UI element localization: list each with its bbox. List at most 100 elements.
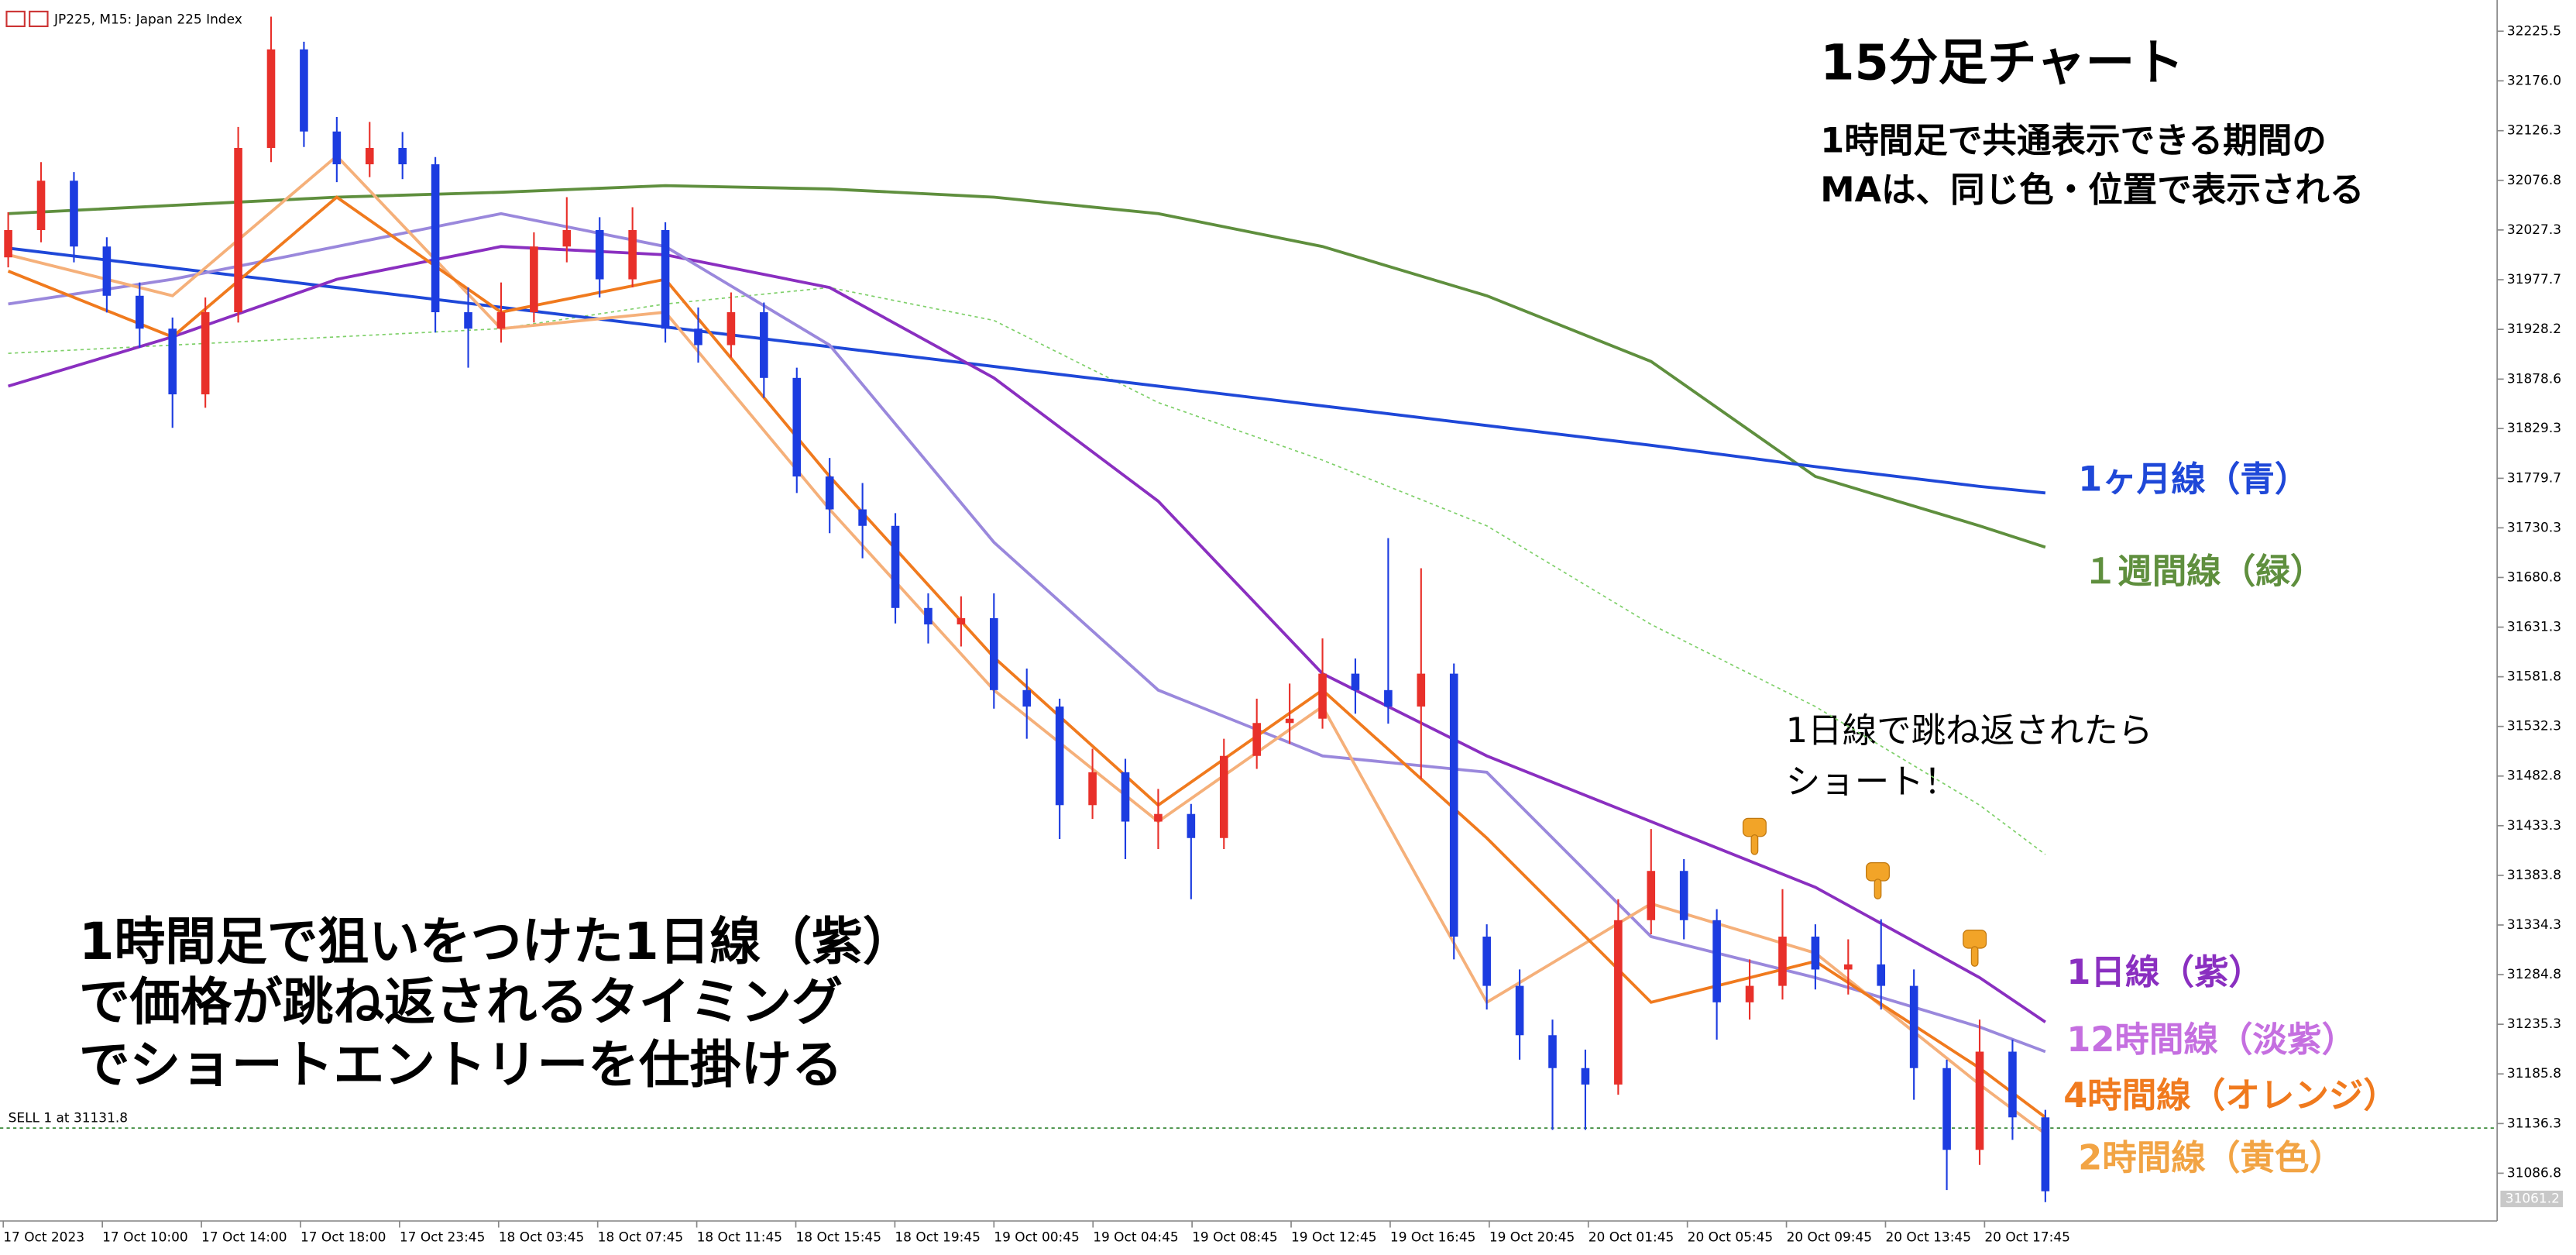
subtitle-line: 1時間足で共通表示できる期間の: [1820, 121, 2327, 161]
strategy-line: で価格が跳ね返されるタイミング: [79, 972, 843, 1032]
candle-body: [891, 525, 900, 608]
legend-label: １週間線（緑）: [2083, 551, 2325, 591]
candle-body: [1154, 813, 1163, 822]
candle-body: [990, 617, 998, 690]
y-tick-label: 31086.8: [2507, 1164, 2561, 1180]
candle-body: [628, 229, 637, 280]
y-tick-label: 31136.3: [2507, 1115, 2561, 1130]
candle-body: [234, 147, 242, 313]
x-tick-label: 18 Oct 11:45: [697, 1229, 783, 1244]
window-icon: [5, 10, 26, 28]
pointer-icon: [1866, 862, 1890, 899]
candle-body: [1187, 813, 1196, 838]
candle-body: [726, 312, 736, 346]
x-tick-label: 17 Oct 18:00: [301, 1229, 386, 1244]
x-tick-label: 19 Oct 04:45: [1093, 1229, 1179, 1244]
candle-body: [1351, 673, 1360, 690]
callout-line: ショート！: [1786, 762, 1959, 802]
y-tick-label: 31482.8: [2507, 768, 2561, 783]
symbol-label: JP225, M15: Japan 225 Index: [53, 11, 242, 26]
candle-body: [530, 246, 538, 313]
candle-body: [431, 164, 440, 313]
x-tick-label: 19 Oct 08:45: [1192, 1229, 1278, 1244]
subtitle-line: MAは、同じ色・位置で表示される: [1820, 170, 2364, 210]
candle-body: [1022, 689, 1032, 707]
y-tick-label: 32027.3: [2507, 222, 2561, 237]
candle-body: [266, 49, 276, 148]
ma-line: [8, 211, 2046, 1054]
candle-body: [1712, 920, 1721, 1002]
candle-body: [1121, 772, 1130, 822]
y-tick-label: 31779.7: [2507, 469, 2561, 485]
ma-line: [8, 287, 2046, 855]
y-tick-label: 31631.3: [2507, 619, 2561, 634]
candle-body: [1318, 673, 1327, 719]
callout-line: 1日線で跳ね返されたら: [1786, 710, 2153, 751]
pointer-icon: [1963, 929, 1987, 967]
ma-line: [8, 153, 2047, 1136]
x-tick-label: 19 Oct 12:45: [1291, 1229, 1377, 1244]
candle-body: [300, 49, 308, 132]
y-tick-label: 32126.3: [2507, 122, 2561, 138]
candle-body: [1252, 723, 1262, 756]
y-tick-label: 31680.8: [2507, 569, 2561, 584]
candle-body: [957, 617, 966, 625]
legend-label: 12時間線（淡紫）: [2066, 1019, 2356, 1060]
x-tick-label: 19 Oct 16:45: [1390, 1229, 1476, 1244]
candle-body: [36, 181, 46, 230]
x-tick-label: 17 Oct 10:00: [102, 1229, 188, 1244]
candle-body: [332, 131, 342, 165]
candle-body: [1844, 964, 1853, 970]
candle-body: [1285, 718, 1294, 724]
y-tick-label: 31284.8: [2507, 966, 2561, 982]
candle-body: [825, 476, 834, 510]
candle-body: [562, 229, 572, 247]
candle-body: [792, 377, 802, 477]
ma-line: [8, 184, 2046, 549]
candle-body: [4, 229, 12, 258]
candle-body: [1515, 985, 1524, 1036]
candle-body: [1942, 1068, 1951, 1150]
legend-label: 1日線（紫）: [2066, 952, 2263, 992]
candle-body: [2041, 1117, 2050, 1191]
y-tick-label: 31829.3: [2507, 420, 2561, 435]
x-tick-label: 20 Oct 05:45: [1688, 1229, 1774, 1244]
candle-body: [168, 328, 177, 395]
y-tick-label: 31383.8: [2507, 867, 2561, 882]
candle-body: [1088, 772, 1097, 806]
y-tick-label: 32176.0: [2507, 72, 2561, 88]
candle-body: [365, 147, 374, 165]
x-tick-label: 20 Oct 09:45: [1787, 1229, 1873, 1244]
candle-body: [102, 246, 112, 296]
y-tick-label: 31977.7: [2507, 271, 2561, 287]
pointer-icons: [1742, 817, 1987, 967]
x-tick-label: 20 Oct 13:45: [1885, 1229, 1971, 1244]
order-label: SELL 1 at 31131.8: [9, 1109, 128, 1125]
x-tick-label: 20 Oct 01:45: [1589, 1229, 1674, 1244]
y-tick-label: 32076.8: [2507, 172, 2561, 187]
candle-body: [398, 147, 407, 165]
y-tick-label: 31581.8: [2507, 669, 2561, 684]
ma-line: [8, 246, 2046, 495]
candle-body: [595, 229, 604, 280]
candle-body: [1647, 871, 1656, 920]
candle-body: [70, 181, 78, 247]
candle-body: [1975, 1051, 1984, 1150]
candle-body: [661, 229, 670, 329]
y-tick-label: 31878.6: [2507, 370, 2561, 386]
y-tick-label: 31185.8: [2507, 1065, 2561, 1081]
x-tick-label: 18 Oct 19:45: [895, 1229, 981, 1244]
chart-title: 15分足チャート: [1820, 34, 2184, 91]
y-tick-label: 31433.3: [2507, 817, 2561, 833]
candle-body: [1384, 689, 1393, 707]
y-tick-label: 31532.3: [2507, 718, 2561, 734]
candle-body: [858, 509, 867, 526]
x-tick-label: 17 Oct 2023: [3, 1229, 84, 1244]
window-icon: [29, 10, 49, 28]
candle-body: [2008, 1051, 2017, 1118]
candle-body: [1614, 920, 1623, 1085]
pointer-icon: [1742, 817, 1767, 855]
legend-label: 1ヶ月線（青）: [2078, 459, 2309, 500]
